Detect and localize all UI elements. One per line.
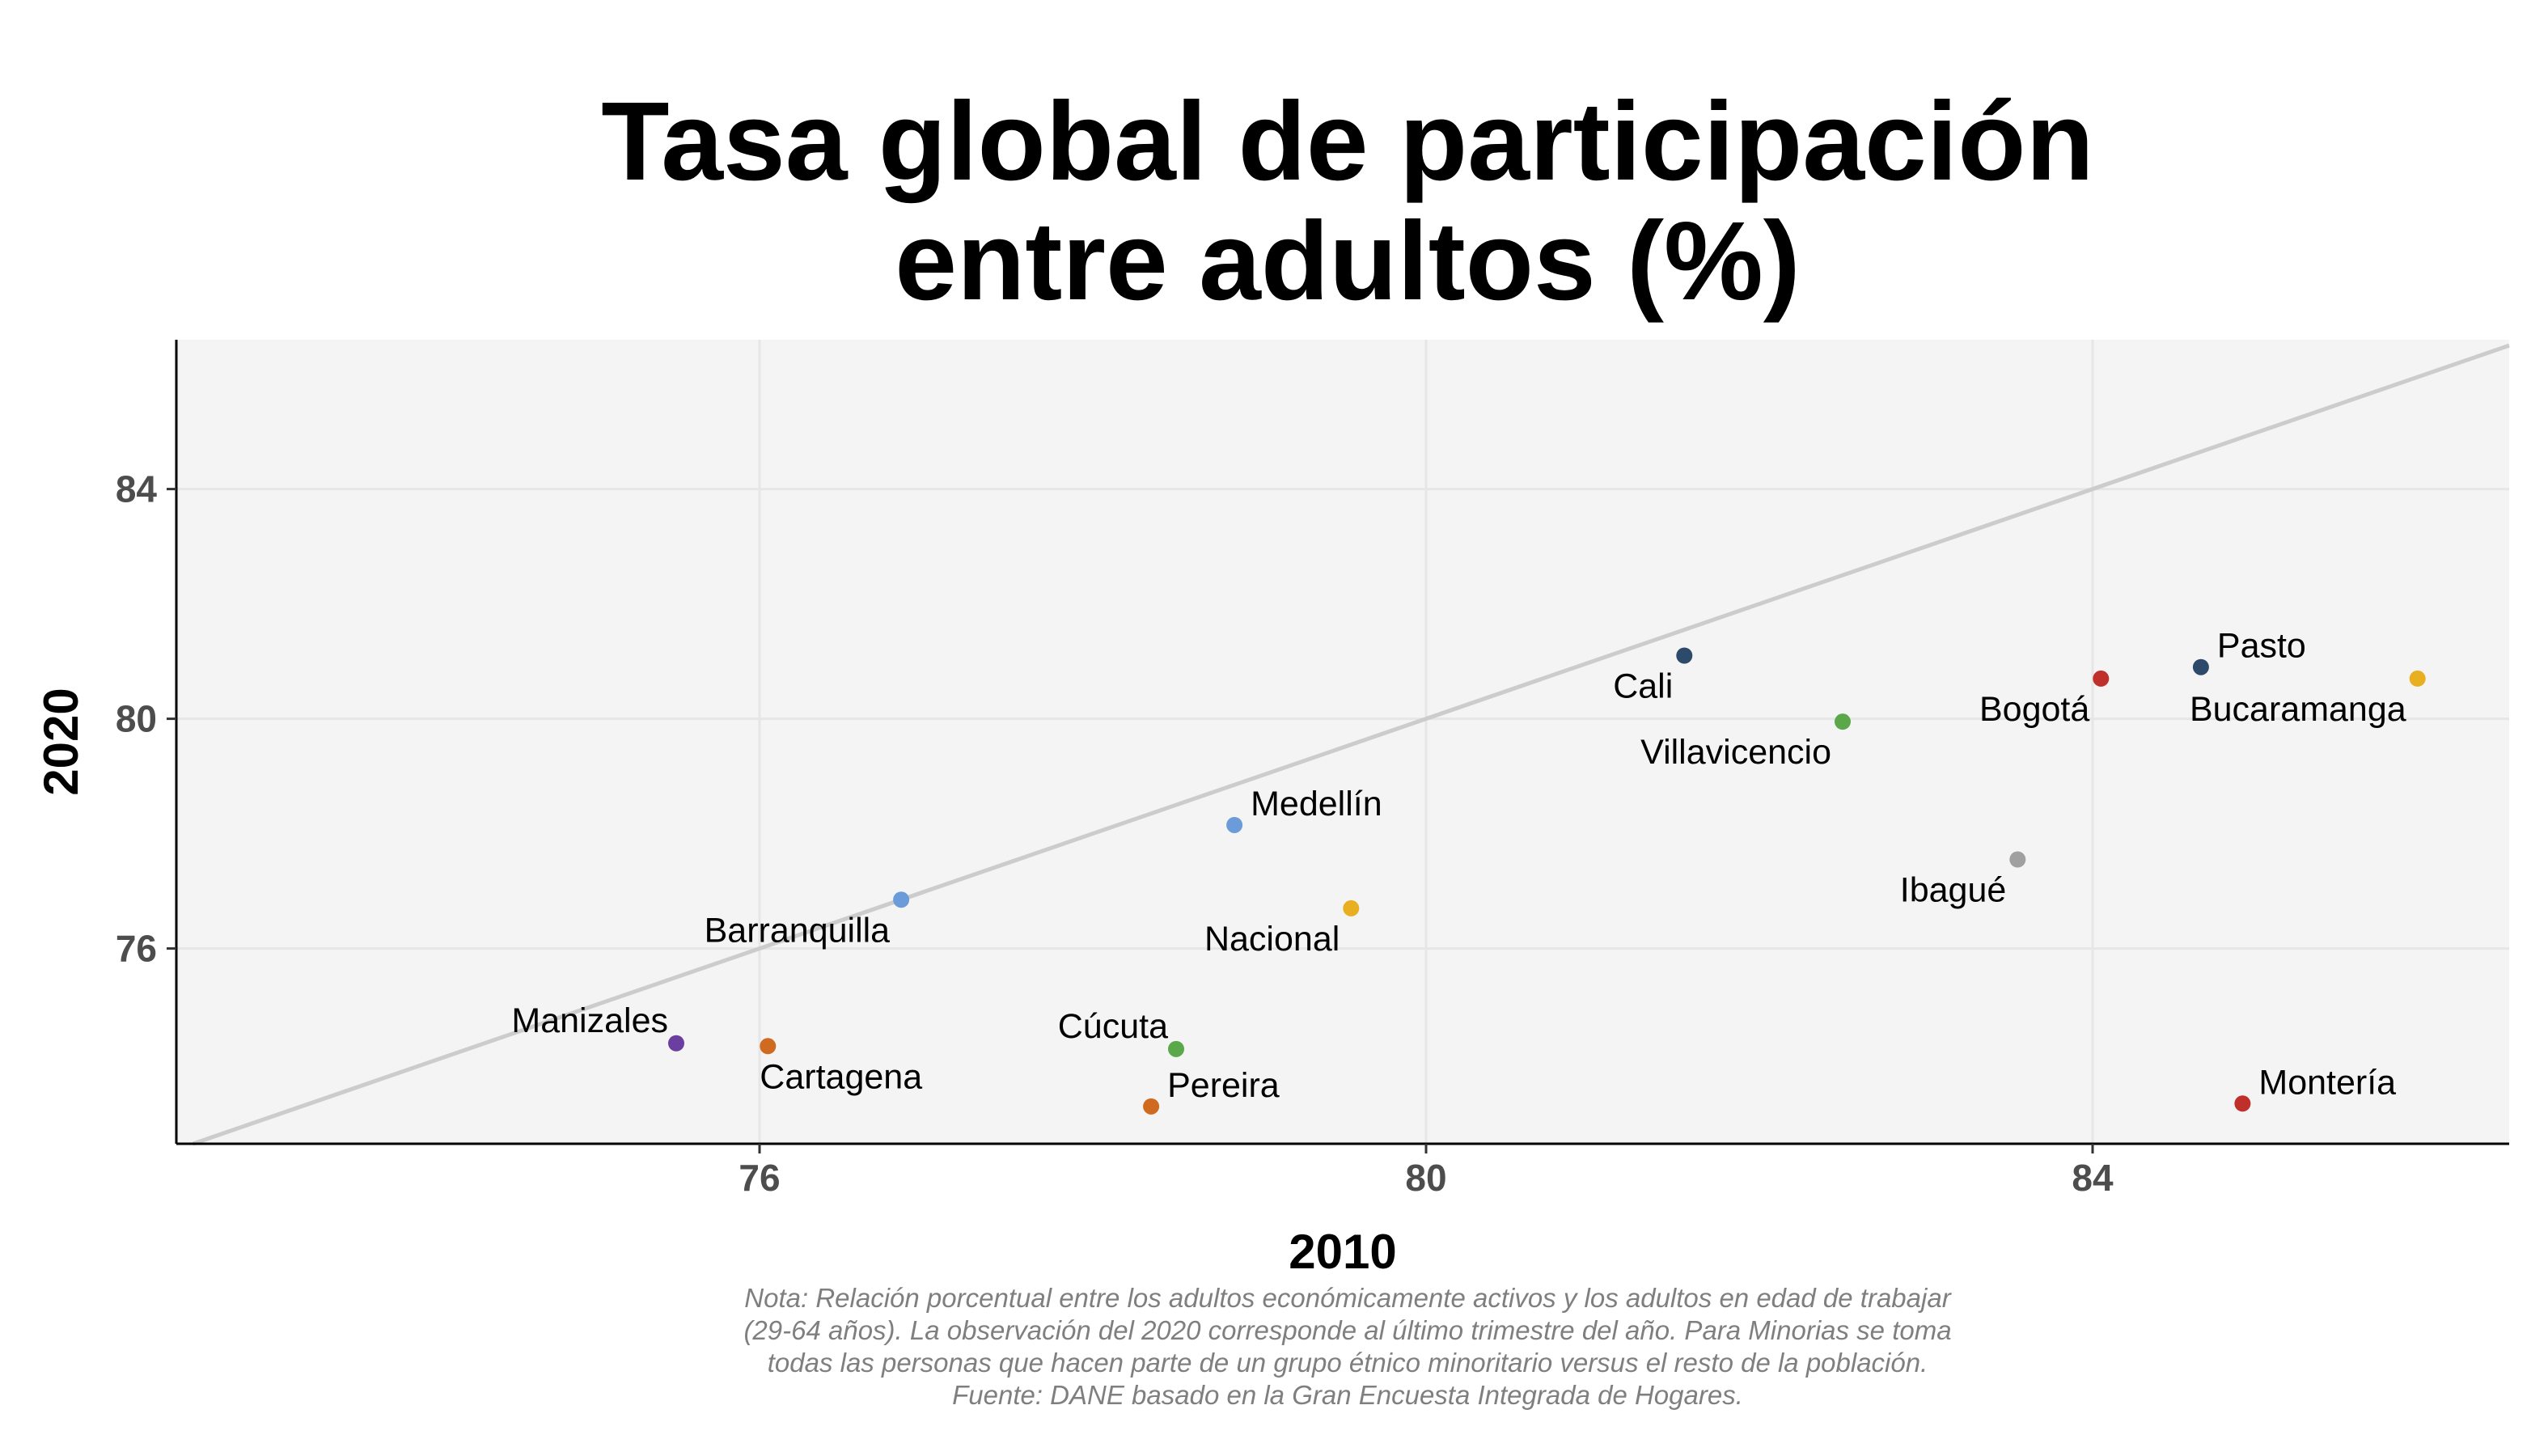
x-axis-ticks: 76 80 84 <box>739 1144 2114 1199</box>
point-label: Manizales <box>511 1001 668 1040</box>
point-label: Cartagena <box>760 1057 922 1096</box>
reference-line <box>192 343 2510 1146</box>
footnote-line-1: Nota: Relación porcentual entre los adul… <box>744 1283 1952 1313</box>
data-point <box>1835 713 1851 730</box>
point-labels: Pasto Bucaramanga Bogotá Cali Villavicencio I… <box>511 627 2406 1105</box>
grid-lines <box>176 340 2509 1144</box>
chart-title-line-1: Tasa global de participación <box>601 79 2094 204</box>
data-point <box>1226 816 1243 833</box>
data-point <box>2234 1095 2251 1112</box>
point-label: Pasto <box>2217 627 2306 666</box>
data-point <box>2192 658 2209 675</box>
point-label: Pereira <box>1167 1066 1280 1105</box>
data-point <box>1143 1098 1160 1115</box>
point-label: Bogotá <box>1979 690 2089 729</box>
reference-line-group <box>192 343 2510 1146</box>
data-point <box>1168 1040 1184 1057</box>
data-point <box>2409 670 2426 687</box>
data-point <box>668 1035 684 1052</box>
point-label: Ibagué <box>1900 871 2007 910</box>
point-label: Medellín <box>1251 785 1382 823</box>
point-label: Barranquilla <box>705 911 891 950</box>
y-tick-label: 84 <box>116 468 158 510</box>
y-tick-label: 80 <box>116 698 157 740</box>
x-axis-title: 2010 <box>1289 1225 1396 1279</box>
footnote-line-2: (29-64 años). La observación del 2020 co… <box>743 1315 1951 1345</box>
data-point <box>1343 899 1360 916</box>
chart-title: Tasa global de participación entre adult… <box>601 79 2094 324</box>
footnote-line-3: todas las personas que hacen parte de un… <box>768 1348 1928 1378</box>
plot-panel <box>176 340 2509 1144</box>
point-label: Villavicencio <box>1640 733 1831 772</box>
footnote: Nota: Relación porcentual entre los adul… <box>743 1283 1952 1410</box>
data-point <box>1676 647 1693 664</box>
point-label: Bucaramanga <box>2190 690 2406 729</box>
x-tick-label: 76 <box>739 1157 780 1199</box>
data-point <box>760 1038 777 1055</box>
point-label: Nacional <box>1204 920 1340 959</box>
data-point <box>2093 670 2110 687</box>
y-axis-ticks: 76 80 84 <box>116 468 176 970</box>
chart-title-line-2: entre adultos (%) <box>895 199 1800 324</box>
point-label: Montería <box>2258 1063 2396 1102</box>
x-tick-label: 80 <box>1405 1157 1446 1199</box>
x-tick-label: 84 <box>2072 1157 2114 1199</box>
footnote-line-4: Fuente: DANE basado en la Gran Encuesta … <box>952 1380 1743 1410</box>
point-label: Cali <box>1613 667 1673 706</box>
data-point <box>2009 851 2026 868</box>
data-point <box>893 891 910 908</box>
y-axis-title: 2020 <box>34 688 88 795</box>
data-points <box>668 647 2426 1115</box>
y-tick-label: 76 <box>116 928 157 970</box>
point-label: Cúcuta <box>1058 1007 1168 1046</box>
